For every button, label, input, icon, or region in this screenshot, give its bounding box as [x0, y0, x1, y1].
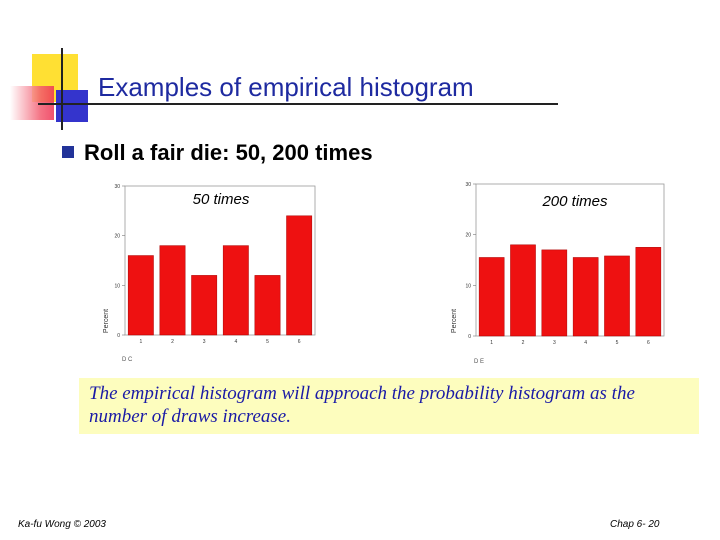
- y-tick-label: 0: [468, 334, 471, 340]
- decor-vertical-line: [61, 48, 63, 130]
- y-axis-label: Percent: [451, 309, 458, 333]
- chart-title: 50 times: [193, 191, 250, 208]
- y-tick-label: 0: [117, 333, 120, 339]
- bar-5: [254, 275, 281, 336]
- note-text: The empirical histogram will approach th…: [89, 383, 635, 427]
- plot-frame: [124, 185, 316, 336]
- x-tick-label: 1: [139, 339, 142, 345]
- note-box: The empirical histogram will approach th…: [79, 378, 699, 434]
- bar-4: [222, 245, 249, 336]
- bar-4: [572, 257, 599, 337]
- x-tick-label: 1: [490, 340, 493, 346]
- x-axis-label: D E: [474, 359, 484, 365]
- bar-1: [127, 255, 154, 336]
- slide-title: Examples of empirical histogram: [98, 72, 474, 102]
- footer-author: Ka-fu Wong © 2003: [18, 519, 106, 530]
- y-tick-label: 20: [114, 234, 120, 240]
- histogram-200-times: 0 10 20 30 1 2 3 4 5 6 Percent D E 200 times: [451, 182, 665, 365]
- histogram-50-times: 0 10 20 30 1 2 3 4 5 6 Percent D C 50 times: [103, 184, 316, 363]
- plot-frame: [475, 183, 665, 337]
- x-tick-label: 6: [298, 339, 301, 345]
- bar-1: [478, 257, 505, 337]
- bar-2: [159, 245, 186, 336]
- chart-title: 200 times: [541, 193, 608, 210]
- bar-6: [635, 247, 662, 337]
- x-tick-label: 5: [266, 339, 269, 345]
- bar-3: [191, 275, 218, 336]
- footer-page-number: Chap 6- 20: [610, 519, 660, 530]
- x-tick-label: 4: [234, 339, 237, 345]
- y-tick-label: 20: [465, 233, 471, 239]
- bullet-square-icon: [62, 146, 74, 158]
- y-tick-label: 30: [465, 182, 471, 188]
- y-tick-label: 30: [114, 184, 120, 190]
- bar-3: [541, 249, 568, 337]
- x-tick-label: 6: [647, 340, 650, 346]
- x-tick-label: 2: [522, 340, 525, 346]
- bar-2: [510, 244, 536, 337]
- x-tick-label: 2: [171, 339, 174, 345]
- y-tick-label: 10: [465, 283, 471, 289]
- bar-5: [604, 255, 630, 337]
- bar-6: [286, 215, 313, 336]
- x-tick-label: 4: [584, 340, 587, 346]
- bullet-text: Roll a fair die: 50, 200 times: [84, 140, 373, 165]
- x-tick-label: 3: [203, 339, 206, 345]
- x-axis-label: D C: [122, 357, 133, 363]
- y-tick-label: 10: [114, 283, 120, 289]
- y-axis-label: Percent: [103, 309, 110, 333]
- x-tick-label: 5: [616, 340, 619, 346]
- x-tick-label: 3: [553, 340, 556, 346]
- decor-horizontal-line: [38, 103, 558, 105]
